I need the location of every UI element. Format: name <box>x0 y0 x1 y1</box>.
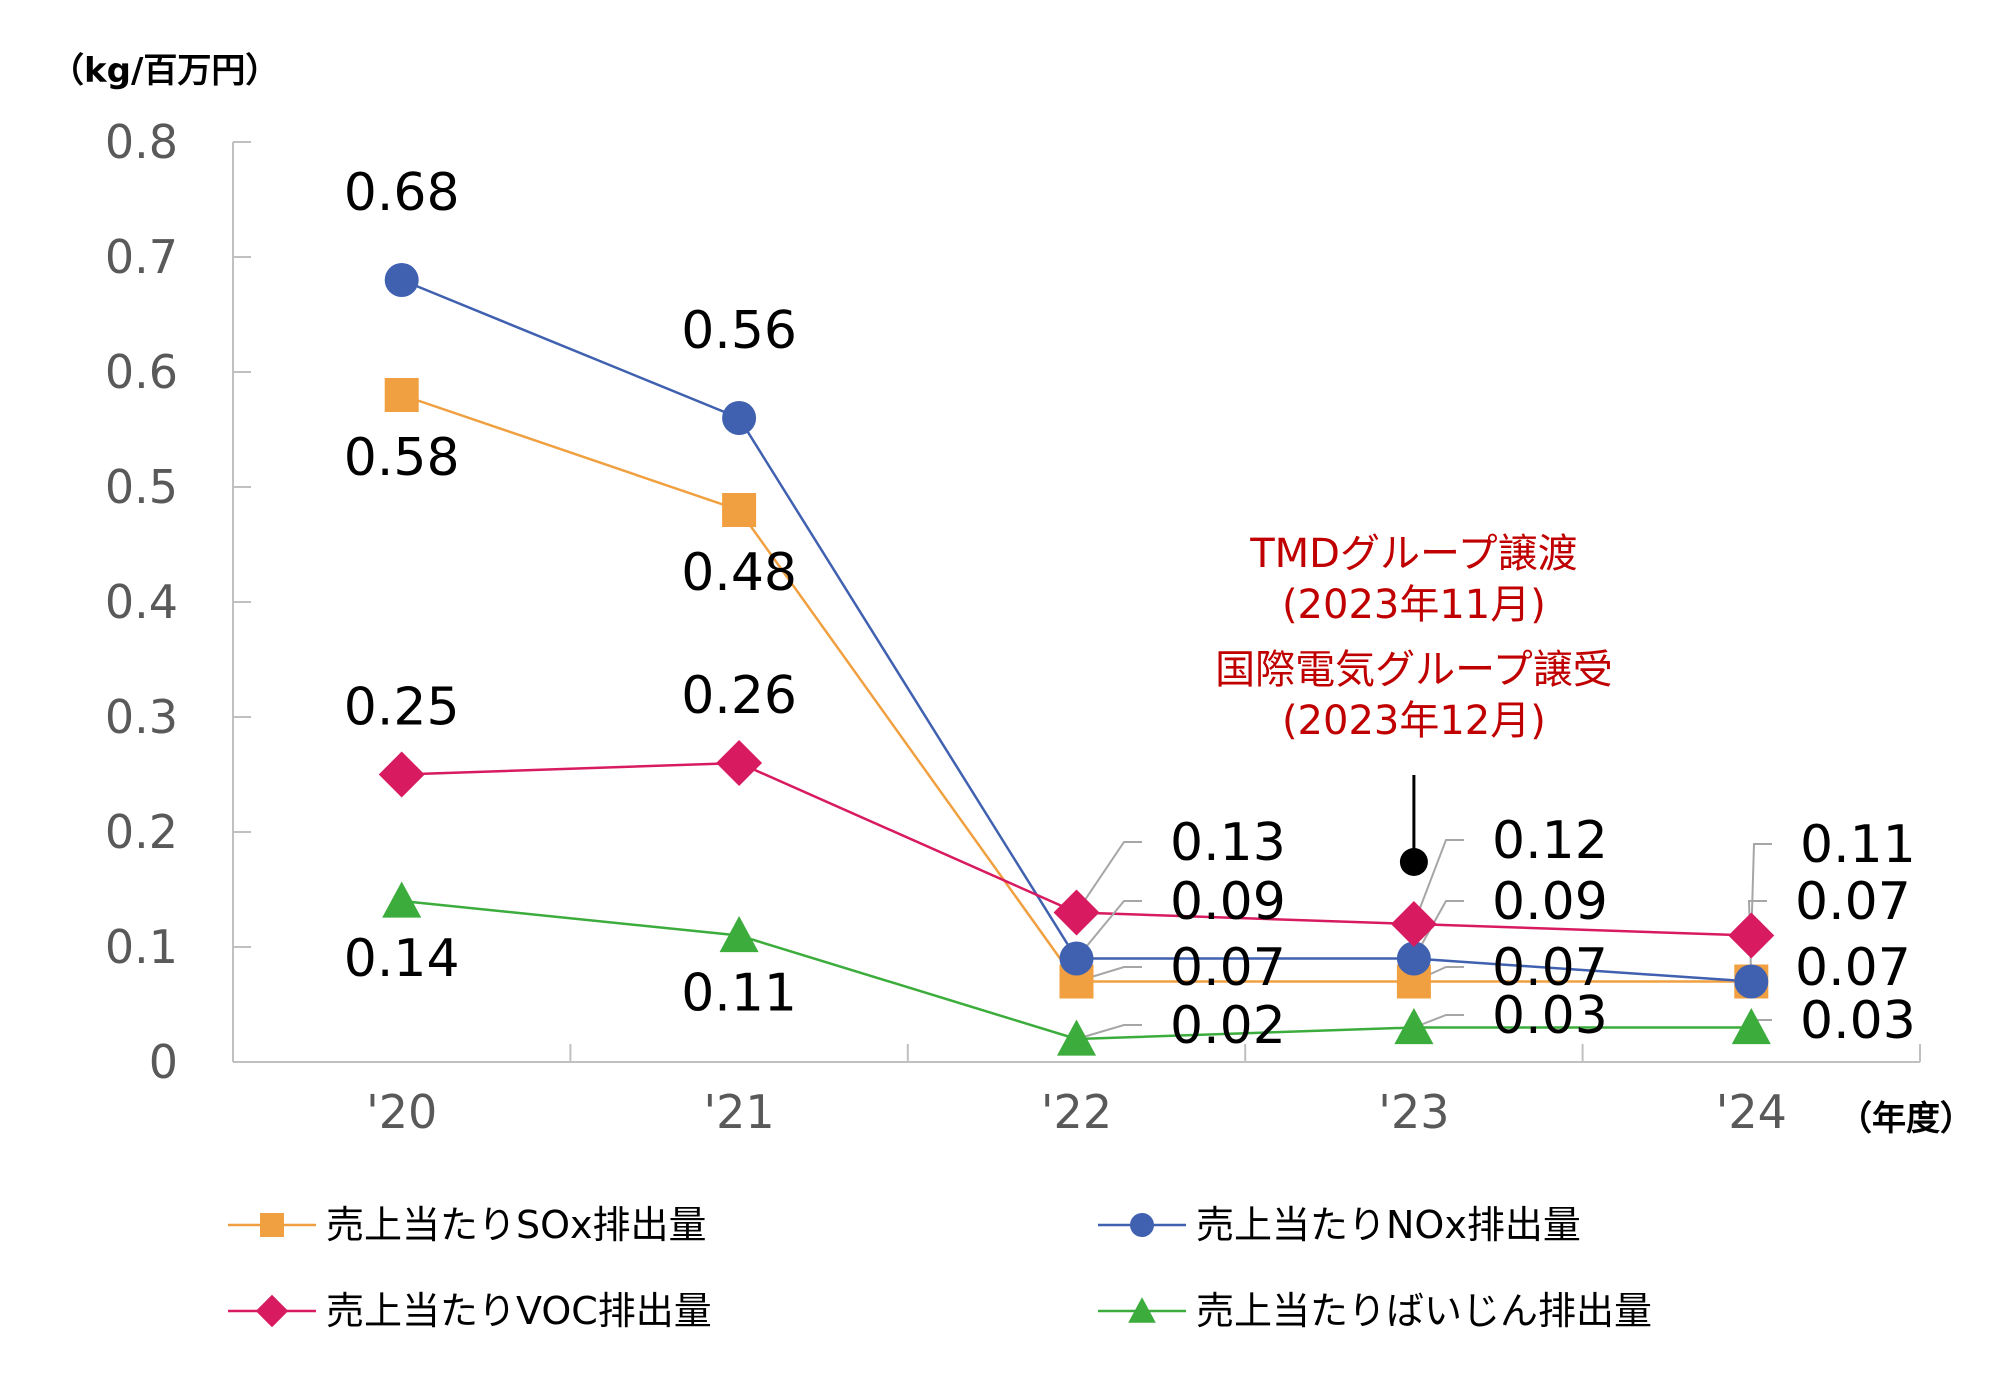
data-point-square <box>722 493 757 527</box>
legend-label: 売上当たりSOx排出量 <box>326 1203 707 1247</box>
data-label-diamond: 0.11 <box>1800 815 1916 875</box>
data-label-triangle: 0.11 <box>681 964 797 1024</box>
data-point-diamond <box>716 740 763 786</box>
leader-line <box>1412 839 1464 925</box>
legend-label: 売上当たりVOC排出量 <box>326 1289 712 1333</box>
legend-label: 売上当たりNOx排出量 <box>1196 1203 1581 1247</box>
x-tick-label: '24 <box>1716 1085 1787 1139</box>
data-label-diamond: 0.13 <box>1170 813 1286 873</box>
annotation-line: 国際電気グループ譲受 <box>1215 647 1613 693</box>
legend-item-triangle: 売上当たりばいじん排出量 <box>1098 1289 1652 1333</box>
annotation-line: (2023年11月) <box>1282 582 1546 628</box>
y-tick-label: 0.3 <box>105 690 178 744</box>
data-label-circle: 0.07 <box>1795 872 1911 932</box>
data-label-diamond: 0.12 <box>1492 811 1608 871</box>
data-point-diamond <box>1053 889 1100 936</box>
data-point-square <box>384 378 419 412</box>
data-point-circle <box>722 401 757 435</box>
legend-item-circle: 売上当たりNOx排出量 <box>1098 1203 1581 1247</box>
y-tick-label: 0.6 <box>105 345 178 399</box>
y-tick-label: 0.5 <box>105 460 178 514</box>
data-label-circle: 0.09 <box>1492 872 1608 932</box>
data-point-diamond <box>378 751 425 798</box>
y-unit-label: （kg/百万円） <box>50 51 279 91</box>
legend-marker-circle <box>1130 1213 1154 1237</box>
leader-line <box>1750 843 1772 936</box>
data-point-triangle <box>719 915 759 953</box>
data-label-circle: 0.09 <box>1170 872 1286 932</box>
leader-line <box>1413 1014 1464 1029</box>
data-label-square: 0.58 <box>344 428 460 488</box>
data-point-diamond <box>1390 901 1437 947</box>
series-markers <box>378 263 1775 1056</box>
axes: 0 0.1 0.2 0.3 0.4 0.5 0.6 0.7 0.8 '20 '21 '22 '23 '24… <box>50 51 1974 1139</box>
data-point-circle <box>384 263 419 297</box>
leader-line <box>1075 900 1142 960</box>
y-tick-label: 0 <box>149 1035 178 1089</box>
data-label-triangle: 0.14 <box>344 929 460 989</box>
y-tick-label: 0.2 <box>105 805 178 859</box>
legend-item-diamond: 売上当たりVOC排出量 <box>228 1289 712 1333</box>
data-point-triangle <box>1394 1007 1434 1045</box>
x-unit-label: （年度） <box>1838 1099 1974 1139</box>
data-label-square: 0.07 <box>1795 938 1911 998</box>
data-label-circle: 0.68 <box>344 163 460 223</box>
data-label-square: 0.07 <box>1170 938 1286 998</box>
data-point-circle <box>1396 941 1431 976</box>
legend-marker-square <box>260 1213 284 1237</box>
data-label-square: 0.48 <box>681 543 797 603</box>
x-tick-label: '20 <box>366 1085 437 1139</box>
data-label-triangle: 0.03 <box>1492 986 1608 1046</box>
x-tick-label: '23 <box>1378 1085 1449 1139</box>
data-point-circle <box>1059 941 1094 976</box>
data-labels: 0.580.480.07 0.07 0.070.680.560.09 0.09 0.07… <box>344 163 1916 1056</box>
legend-marker-diamond <box>255 1294 289 1328</box>
data-point-triangle <box>382 881 422 918</box>
x-tick-label: '21 <box>704 1085 775 1139</box>
data-label-diamond: 0.25 <box>344 678 460 738</box>
data-label-triangle: 0.02 <box>1170 996 1286 1056</box>
data-point-circle <box>1734 964 1769 999</box>
data-point-diamond <box>1728 912 1775 959</box>
legend-label: 売上当たりばいじん排出量 <box>1196 1289 1652 1333</box>
y-tick-label: 0.4 <box>105 575 178 629</box>
y-tick-label: 0.8 <box>105 115 178 169</box>
annotation-line: TMDグループ譲渡 <box>1249 531 1577 577</box>
data-label-square: 0.07 <box>1492 938 1608 998</box>
data-label-triangle: 0.03 <box>1800 991 1916 1051</box>
data-point-triangle <box>1731 1007 1771 1045</box>
leader-line <box>1413 900 1464 959</box>
legend-marker-triangle <box>1128 1297 1156 1323</box>
data-point-triangle <box>1056 1019 1097 1056</box>
x-tick-label: '22 <box>1041 1085 1112 1139</box>
data-label-circle: 0.56 <box>681 301 797 361</box>
leader-line <box>1076 1024 1142 1040</box>
annotation-pointer-dot <box>1399 848 1428 876</box>
leader-line <box>1075 841 1142 914</box>
y-tick-label: 0.7 <box>105 230 178 284</box>
data-label-diamond: 0.26 <box>681 666 797 726</box>
annotation-line: (2023年12月) <box>1282 698 1546 744</box>
transfer-annotation: TMDグループ譲渡 (2023年11月) 国際電気グループ譲受 (2023年12月) <box>1215 531 1613 876</box>
y-tick-label: 0.1 <box>105 920 178 974</box>
legend-item-square: 売上当たりSOx排出量 <box>228 1203 707 1247</box>
